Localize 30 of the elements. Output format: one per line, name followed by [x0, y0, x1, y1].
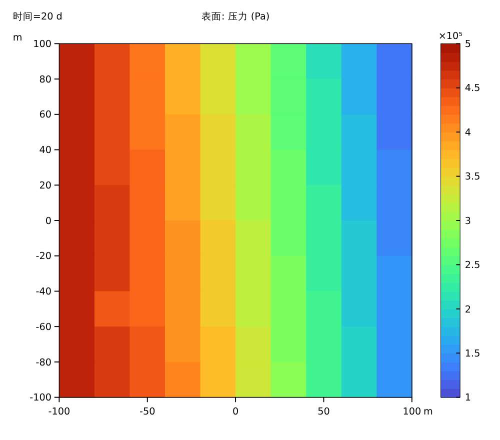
y-tick-label: -100 [30, 392, 52, 404]
x-tick-label: 100 [402, 406, 422, 418]
x-tick-label: -50 [140, 406, 156, 418]
y-tick-label: 100 [33, 39, 52, 50]
color-bar-label: 2 [464, 304, 472, 316]
color-bar-label: 4 [464, 127, 472, 138]
x-tick-label: 50 [318, 406, 330, 418]
y-tick-label: 40 [39, 145, 52, 156]
color-bar-label: 1 [464, 392, 472, 404]
x-tick-label: -100 [48, 406, 70, 418]
y-tick-label: -80 [36, 357, 52, 368]
text: 时间=20 d [12, 10, 62, 23]
color-bar-label: 3.5 [464, 172, 480, 183]
color-bar-label: 1.5 [464, 348, 480, 360]
color-bar-label: 4.5 [464, 83, 480, 94]
x-tick-label: 0 [232, 406, 239, 418]
x-axis-title: m [423, 406, 433, 418]
y-tick-label: -20 [36, 251, 52, 262]
color-bar-label: 3 [464, 216, 472, 227]
y-tick-label: 60 [39, 110, 52, 121]
y-tick-label: 20 [39, 180, 52, 192]
y-tick-label: -40 [36, 286, 52, 298]
y-tick-label: 0 [45, 216, 52, 227]
color-bar-title: ×10⁵ [438, 30, 463, 42]
y-axis-title: m [12, 32, 22, 44]
y-tick-label: 80 [39, 74, 52, 86]
color-bar-label: 2.5 [464, 260, 480, 272]
y-tick-label: -60 [36, 322, 52, 333]
chart-title: 表面: 压力 (Pa) [201, 10, 270, 23]
color-bar-label: 5 [464, 39, 472, 50]
